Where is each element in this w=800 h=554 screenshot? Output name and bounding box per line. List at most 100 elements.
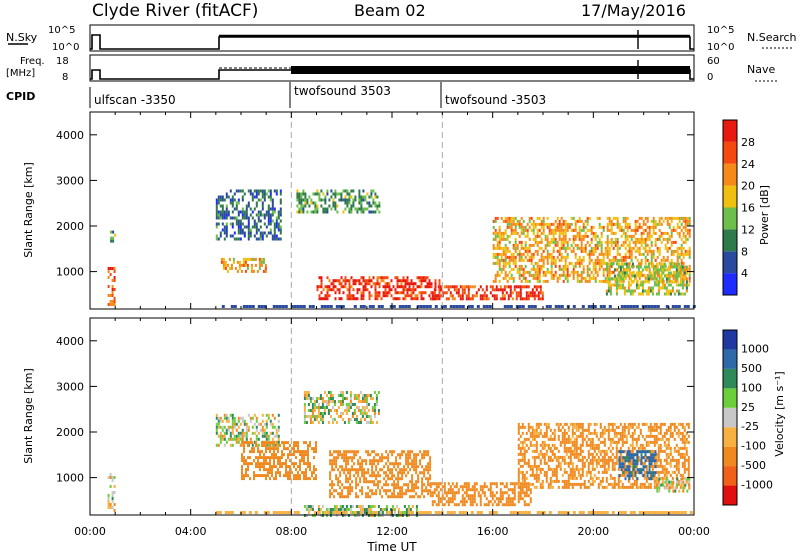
data-cell-region-4 xyxy=(411,486,414,490)
data-cell-region-4 xyxy=(302,198,305,202)
data-cell-region-4 xyxy=(391,492,394,496)
data-cell-region-0 xyxy=(107,276,110,279)
data-cell-region-4 xyxy=(397,480,400,484)
data-cell-region-5 xyxy=(349,508,352,511)
data-cell-region-7 xyxy=(543,434,546,438)
data-cell-region-7 xyxy=(614,216,617,220)
data-cell-region-7 xyxy=(621,425,624,429)
nsky-tick-high: 10^5 xyxy=(48,25,75,36)
data-cell-region-5 xyxy=(350,297,353,301)
data-cell-region-5 xyxy=(393,508,396,511)
data-cell-region-4 xyxy=(355,471,358,475)
data-cell-region-4 xyxy=(381,459,384,463)
data-cell-region-6 xyxy=(489,488,492,492)
data-cell-region-7 xyxy=(528,279,531,283)
data-cell-region-7 xyxy=(580,279,583,283)
data-cell-region-7 xyxy=(575,482,578,486)
data-cell-region-4 xyxy=(397,471,400,475)
data-cell-region-7 xyxy=(510,222,513,226)
data-cell-region-8 xyxy=(655,262,658,266)
data-cell-region-4 xyxy=(372,201,375,205)
data-cell-region-3 xyxy=(313,415,316,418)
data-cell-region-7 xyxy=(542,255,545,259)
data-cell-region-7 xyxy=(536,264,539,268)
data-cell-region-7 xyxy=(591,467,594,471)
data-cell-region-7 xyxy=(605,476,608,480)
data-cell-region-7 xyxy=(640,225,643,229)
data-cell-region-6 xyxy=(455,485,458,489)
data-cell-region-2 xyxy=(225,195,228,199)
data-cell-region-3 xyxy=(246,257,249,261)
data-cell-region-0 xyxy=(113,476,116,479)
data-cell-region-2 xyxy=(271,441,273,445)
data-cell-region-7 xyxy=(585,443,588,447)
data-cell-region-2 xyxy=(249,213,252,217)
data-cell-region-3 xyxy=(339,412,342,415)
data-cell-region-7 xyxy=(634,255,637,259)
data-cell-region-7 xyxy=(502,261,505,265)
data-cell-region-2 xyxy=(309,477,311,481)
data-cell-region-7 xyxy=(634,243,637,247)
data-cell-region-1 xyxy=(265,422,268,426)
data-cell-region-7 xyxy=(654,258,657,262)
data-cell-region-7 xyxy=(571,485,574,489)
data-cell-region-7 xyxy=(674,240,677,244)
data-cell-region-2 xyxy=(263,468,265,472)
data-cell-region-2 xyxy=(279,228,282,232)
data-cell-region-2 xyxy=(287,453,289,457)
data-cell-region-6 xyxy=(505,497,508,501)
data-cell-region-6 xyxy=(505,503,508,507)
data-cell-region-7 xyxy=(571,440,574,444)
data-cell-region-7 xyxy=(590,231,593,235)
data-cell-region-7 xyxy=(646,234,649,238)
data-cell-region-6 xyxy=(493,494,496,498)
data-cell-region-7 xyxy=(682,231,685,235)
data-cell-region-2 xyxy=(297,477,299,481)
data-cell-region-7 xyxy=(498,261,501,265)
data-cell-region-7 xyxy=(588,279,591,283)
data-cell-region-7 xyxy=(587,428,590,432)
data-cell-region-7 xyxy=(558,249,561,253)
data-cell-region-8 xyxy=(641,283,644,287)
data-cell-region-7 xyxy=(628,234,631,238)
data-cell-region-4 xyxy=(345,456,348,460)
data-cell-region-3 xyxy=(236,260,239,264)
data-cell-region-7 xyxy=(494,246,497,250)
data-cell-region-3 xyxy=(363,412,366,415)
data-cell-region-2 xyxy=(309,441,311,445)
data-cell-region-7 xyxy=(645,443,648,447)
data-cell-region-7 xyxy=(535,443,538,447)
data-cell-region-6 xyxy=(529,497,532,501)
data-cell-region-4 xyxy=(413,489,416,493)
data-cell-region-2 xyxy=(279,459,281,463)
data-cell-region-7 xyxy=(555,473,558,477)
data-cell-region-2 xyxy=(265,234,268,238)
data-cell-region-7 xyxy=(574,228,577,232)
data-cell-region-7 xyxy=(551,479,554,483)
data-cell-region-5 xyxy=(374,282,377,286)
data-cell-region-7 xyxy=(568,261,571,265)
data-cell-region-4 xyxy=(329,462,332,466)
data-cell-region-8 xyxy=(665,268,668,272)
nave-label: Nave xyxy=(747,63,775,76)
data-cell-region-2 xyxy=(225,192,228,196)
data-cell-region-4 xyxy=(375,459,378,463)
data-cell-region-7 xyxy=(572,237,575,241)
data-cell-region-6 xyxy=(431,294,434,298)
beam-title: Beam 02 xyxy=(354,1,426,20)
data-cell-region-2 xyxy=(295,456,297,460)
data-cell-region-5 xyxy=(386,291,389,295)
data-cell-region-7 xyxy=(521,470,524,474)
data-cell-region-3 xyxy=(222,260,225,264)
data-cell-region-7 xyxy=(494,231,497,235)
data-cell-region-8 xyxy=(613,283,616,287)
data-cell-region-3 xyxy=(254,263,257,267)
data-cell-region-4 xyxy=(362,198,365,202)
data-cell-region-4 xyxy=(338,198,341,202)
data-cell-region-6 xyxy=(435,482,438,486)
data-cell-region-7 xyxy=(663,443,666,447)
data-cell-region-8 xyxy=(649,274,652,278)
data-cell-region-2 xyxy=(253,225,256,229)
data-cell-region-4 xyxy=(341,465,344,469)
data-cell-region-7 xyxy=(676,258,679,262)
